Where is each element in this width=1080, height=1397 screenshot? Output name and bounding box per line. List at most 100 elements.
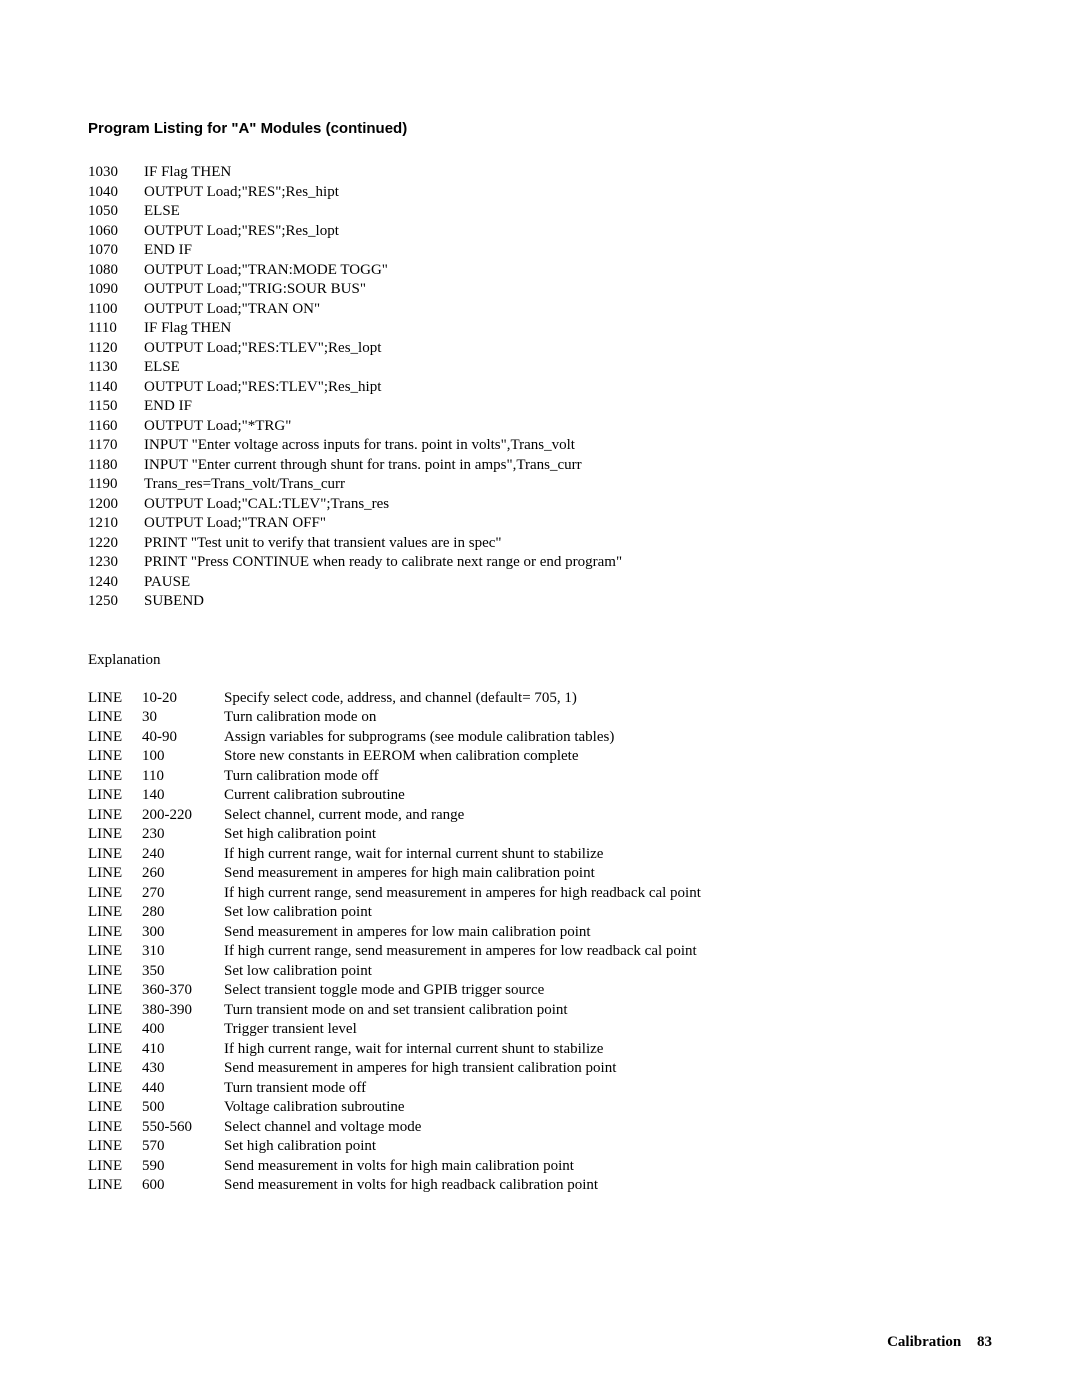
explanation-line-range: 40-90 xyxy=(142,728,224,748)
code-row: 1210OUTPUT Load;"TRAN OFF" xyxy=(88,514,992,534)
explanation-line-range: 230 xyxy=(142,825,224,845)
code-line-number: 1060 xyxy=(88,222,144,242)
code-row: 1170INPUT "Enter voltage across inputs f… xyxy=(88,436,992,456)
code-listing: 1030IF Flag THEN1040OUTPUT Load;"RES";Re… xyxy=(88,163,992,612)
explanation-line-range: 200-220 xyxy=(142,806,224,826)
explanation-row: LINE310If high current range, send measu… xyxy=(88,942,992,962)
explanation-row: LINE300Send measurement in amperes for l… xyxy=(88,923,992,943)
explanation-line-label: LINE xyxy=(88,708,142,728)
explanation-row: LINE140Current calibration subroutine xyxy=(88,786,992,806)
explanation-line-label: LINE xyxy=(88,689,142,709)
explanation-description: Trigger transient level xyxy=(224,1020,992,1040)
explanation-row: LINE260Send measurement in amperes for h… xyxy=(88,864,992,884)
section-title: Program Listing for "A" Modules (continu… xyxy=(88,120,992,137)
code-line-number: 1040 xyxy=(88,183,144,203)
code-row: 1140OUTPUT Load;"RES:TLEV";Res_hipt xyxy=(88,378,992,398)
explanation-line-range: 500 xyxy=(142,1098,224,1118)
explanation-line-label: LINE xyxy=(88,825,142,845)
explanation-row: LINE100Store new constants in EEROM when… xyxy=(88,747,992,767)
code-row: 1060OUTPUT Load;"RES";Res_lopt xyxy=(88,222,992,242)
explanation-description: Send measurement in volts for high readb… xyxy=(224,1176,992,1196)
code-row: 1240PAUSE xyxy=(88,573,992,593)
code-line-number: 1080 xyxy=(88,261,144,281)
explanation-line-range: 260 xyxy=(142,864,224,884)
explanation-line-range: 440 xyxy=(142,1079,224,1099)
explanation-line-label: LINE xyxy=(88,1176,142,1196)
explanation-line-label: LINE xyxy=(88,1001,142,1021)
code-row: 1190Trans_res=Trans_volt/Trans_curr xyxy=(88,475,992,495)
explanation-row: LINE240If high current range, wait for i… xyxy=(88,845,992,865)
explanation-row: LINE550-560Select channel and voltage mo… xyxy=(88,1118,992,1138)
code-line-text: IF Flag THEN xyxy=(144,163,992,183)
explanation-line-range: 400 xyxy=(142,1020,224,1040)
explanation-line-range: 30 xyxy=(142,708,224,728)
code-line-number: 1240 xyxy=(88,573,144,593)
explanation-line-range: 350 xyxy=(142,962,224,982)
code-line-text: PAUSE xyxy=(144,573,992,593)
code-row: 1180INPUT "Enter current through shunt f… xyxy=(88,456,992,476)
explanation-line-label: LINE xyxy=(88,903,142,923)
code-line-number: 1110 xyxy=(88,319,144,339)
explanation-line-label: LINE xyxy=(88,747,142,767)
page: Program Listing for "A" Modules (continu… xyxy=(0,0,1080,1236)
explanation-line-label: LINE xyxy=(88,1059,142,1079)
explanation-description: Select channel, current mode, and range xyxy=(224,806,992,826)
code-line-text: OUTPUT Load;"RES:TLEV";Res_lopt xyxy=(144,339,992,359)
code-line-number: 1160 xyxy=(88,417,144,437)
code-row: 1160OUTPUT Load;"*TRG" xyxy=(88,417,992,437)
code-line-number: 1090 xyxy=(88,280,144,300)
explanation-description: Voltage calibration subroutine xyxy=(224,1098,992,1118)
explanation-description: If high current range, send measurement … xyxy=(224,942,992,962)
explanation-row: LINE200-220Select channel, current mode,… xyxy=(88,806,992,826)
explanation-line-range: 270 xyxy=(142,884,224,904)
explanation-row: LINE410If high current range, wait for i… xyxy=(88,1040,992,1060)
code-row: 1130ELSE xyxy=(88,358,992,378)
code-line-text: OUTPUT Load;"RES";Res_hipt xyxy=(144,183,992,203)
explanation-description: Turn transient mode off xyxy=(224,1079,992,1099)
code-line-number: 1070 xyxy=(88,241,144,261)
code-line-number: 1120 xyxy=(88,339,144,359)
explanation-line-label: LINE xyxy=(88,884,142,904)
explanation-line-label: LINE xyxy=(88,962,142,982)
code-line-text: PRINT "Press CONTINUE when ready to cali… xyxy=(144,553,992,573)
explanation-description: If high current range, wait for internal… xyxy=(224,1040,992,1060)
code-row: 1050ELSE xyxy=(88,202,992,222)
code-row: 1070END IF xyxy=(88,241,992,261)
explanation-description: Specify select code, address, and channe… xyxy=(224,689,992,709)
explanation-line-range: 280 xyxy=(142,903,224,923)
explanation-line-range: 10-20 xyxy=(142,689,224,709)
explanation-description: Select channel and voltage mode xyxy=(224,1118,992,1138)
code-row: 1100OUTPUT Load;"TRAN ON" xyxy=(88,300,992,320)
code-line-text: OUTPUT Load;"TRAN:MODE TOGG" xyxy=(144,261,992,281)
explanation-row: LINE230Set high calibration point xyxy=(88,825,992,845)
footer-label: Calibration xyxy=(887,1334,961,1350)
explanation-line-label: LINE xyxy=(88,786,142,806)
explanation-description: Set high calibration point xyxy=(224,1137,992,1157)
explanation-description: Set high calibration point xyxy=(224,825,992,845)
explanation-line-range: 430 xyxy=(142,1059,224,1079)
explanation-row: LINE400Trigger transient level xyxy=(88,1020,992,1040)
code-line-number: 1190 xyxy=(88,475,144,495)
explanation-row: LINE10-20Specify select code, address, a… xyxy=(88,689,992,709)
explanation-line-range: 410 xyxy=(142,1040,224,1060)
code-line-text: PRINT "Test unit to verify that transien… xyxy=(144,534,992,554)
explanation-line-label: LINE xyxy=(88,1157,142,1177)
code-line-text: OUTPUT Load;"TRIG:SOUR BUS" xyxy=(144,280,992,300)
code-line-number: 1030 xyxy=(88,163,144,183)
code-line-number: 1180 xyxy=(88,456,144,476)
explanation-description: Current calibration subroutine xyxy=(224,786,992,806)
explanation-table: LINE10-20Specify select code, address, a… xyxy=(88,689,992,1196)
explanation-row: LINE110Turn calibration mode off xyxy=(88,767,992,787)
explanation-line-label: LINE xyxy=(88,1118,142,1138)
code-line-text: OUTPUT Load;"RES";Res_lopt xyxy=(144,222,992,242)
code-row: 1080OUTPUT Load;"TRAN:MODE TOGG" xyxy=(88,261,992,281)
code-row: 1250SUBEND xyxy=(88,592,992,612)
explanation-line-label: LINE xyxy=(88,1098,142,1118)
explanation-description: Send measurement in volts for high main … xyxy=(224,1157,992,1177)
explanation-description: Send measurement in amperes for high mai… xyxy=(224,864,992,884)
footer-page-number: 83 xyxy=(977,1334,992,1350)
explanation-row: LINE40-90Assign variables for subprogram… xyxy=(88,728,992,748)
explanation-row: LINE350Set low calibration point xyxy=(88,962,992,982)
code-line-number: 1140 xyxy=(88,378,144,398)
explanation-line-range: 590 xyxy=(142,1157,224,1177)
